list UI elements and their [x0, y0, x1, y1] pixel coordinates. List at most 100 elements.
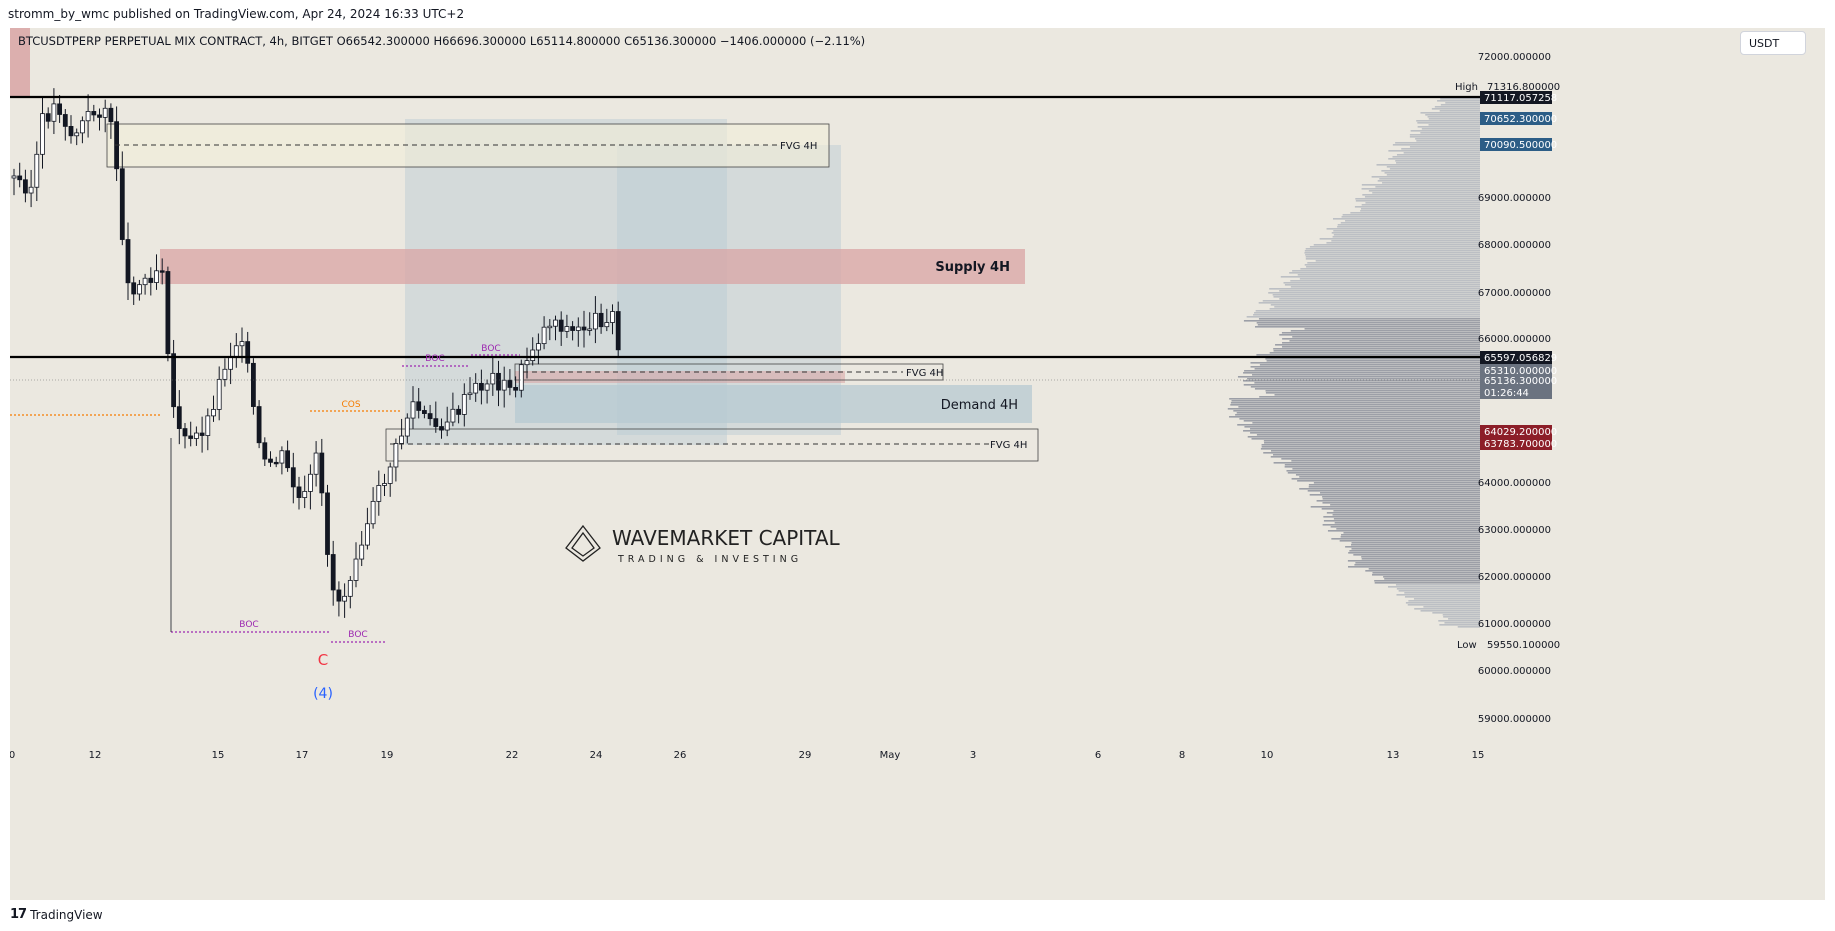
volume-profile-bar — [1331, 240, 1480, 242]
candle-body — [439, 426, 444, 431]
candle-body — [598, 312, 604, 328]
volume-profile-bar — [1381, 170, 1480, 172]
volume-profile-bar — [1279, 290, 1480, 292]
time-axis-label: May — [880, 750, 901, 761]
volume-profile-bar — [1263, 452, 1480, 454]
candle-body — [290, 467, 296, 488]
candle-body — [536, 343, 541, 351]
candle-body — [216, 378, 222, 410]
candle-body — [17, 175, 23, 181]
time-axis-label: 8 — [1179, 750, 1185, 761]
level-b-label-bg — [1480, 138, 1552, 151]
volume-profile-bar — [1269, 288, 1480, 290]
volume-profile-bar — [1227, 408, 1480, 410]
volume-profile-bar — [1237, 376, 1480, 378]
volume-profile-bar — [1254, 388, 1480, 390]
volume-profile-bar — [1440, 98, 1480, 100]
volume-profile-bar — [1374, 580, 1480, 582]
volume-profile-bar — [1421, 128, 1480, 130]
volume-profile-bar — [1268, 292, 1480, 294]
volume-profile-bar — [1438, 620, 1480, 622]
level-mid-label: 65597.056829 — [1484, 353, 1557, 364]
volume-profile-bar — [1442, 614, 1480, 616]
candle-body — [524, 360, 530, 366]
volume-profile-bar — [1439, 624, 1480, 626]
volume-profile-bar — [1230, 404, 1480, 406]
candle-body — [51, 103, 57, 122]
volume-profile-bar — [1307, 262, 1480, 264]
volume-profile-bar — [1281, 346, 1480, 348]
time-axis-label: 6 — [1095, 750, 1101, 761]
candle-body — [239, 341, 245, 347]
supply-zone — [160, 249, 1025, 284]
candle-body — [137, 284, 142, 295]
volume-profile-bar — [1274, 306, 1480, 308]
candle-body — [496, 372, 501, 391]
time-axis-label: 12 — [89, 750, 102, 761]
volume-profile-bar — [1432, 612, 1480, 614]
candle-body — [570, 326, 575, 331]
volume-profile-bar — [1308, 486, 1480, 488]
level-c-label-bg — [1480, 364, 1552, 377]
candle-body — [199, 432, 205, 436]
currency-unit-button[interactable]: USDT — [1740, 31, 1806, 55]
volume-profile-bar — [1321, 508, 1480, 510]
volume-profile-bar — [1445, 102, 1480, 104]
countdown-label: 01:26:44 — [1484, 388, 1529, 399]
chart-area[interactable]: FVG 4H FVG 4H FVG 4H Supply 4H Demand 4H BOC B… — [10, 28, 1825, 900]
candle-body — [593, 312, 598, 330]
candle-body — [188, 435, 194, 439]
fvg-box-low — [385, 428, 1039, 462]
volume-profile-bar — [1428, 124, 1480, 126]
candle-body — [513, 387, 519, 391]
volume-profile-bar — [1231, 400, 1480, 402]
volume-profile-bar — [1386, 174, 1480, 176]
volume-profile-bar — [1323, 520, 1480, 522]
volume-profile-bar — [1297, 274, 1480, 276]
volume-profile-bar — [1322, 502, 1480, 504]
candle-body — [296, 486, 302, 498]
volume-profile-bar — [1345, 546, 1480, 548]
candle-body — [416, 401, 422, 411]
candle-body — [22, 179, 28, 194]
candle-body — [370, 500, 376, 525]
volume-profile-bar — [1281, 458, 1480, 460]
volume-profile-bar — [1229, 398, 1480, 400]
volume-profile-bar — [1265, 392, 1480, 394]
volume-profile-bar — [1379, 178, 1480, 180]
volume-profile-bar — [1326, 228, 1480, 230]
volume-profile-bar — [1409, 146, 1480, 148]
volume-profile-bar — [1237, 424, 1480, 426]
candle-body — [427, 413, 433, 420]
volume-profile-bar — [1333, 518, 1480, 520]
volume-profile-bar — [1313, 244, 1480, 246]
volume-profile-bar — [1260, 448, 1480, 450]
volume-profile-bar — [1351, 542, 1480, 544]
countdown-label-bg — [1480, 386, 1552, 399]
time-axis-label: 0 — [10, 750, 15, 761]
volume-profile-bar — [1243, 420, 1480, 422]
candle-body — [28, 186, 34, 194]
candle-body — [268, 458, 273, 463]
volume-profile-bar — [1282, 342, 1480, 344]
supply-label: Supply 4H — [935, 260, 1010, 275]
volume-profile-bar — [1287, 472, 1480, 474]
volume-profile-bar — [1263, 440, 1480, 442]
volume-profile-bar — [1337, 224, 1480, 226]
volume-profile-bar — [1292, 270, 1480, 272]
volume-profile-bar — [1404, 592, 1480, 594]
volume-profile-bar — [1388, 158, 1480, 160]
volume-profile-bar — [1262, 300, 1480, 302]
price-axis-tick: 72000.000000 — [1478, 52, 1551, 63]
candle-body — [604, 322, 610, 328]
candle-body — [518, 364, 524, 391]
volume-profile-bar — [1413, 598, 1480, 600]
level-c-label: 65310.000000 — [1484, 366, 1557, 377]
volume-profile-bar — [1257, 324, 1480, 326]
volume-profile-bar — [1326, 242, 1480, 244]
chart-canvas[interactable]: FVG 4H FVG 4H FVG 4H Supply 4H Demand 4H BOC B… — [10, 28, 1825, 900]
volume-profile-bar — [1345, 220, 1480, 222]
tradingview-brand[interactable]: 17 TradingView — [10, 907, 103, 922]
volume-profile-bar — [1398, 590, 1480, 592]
volume-profile-bar — [1279, 334, 1480, 336]
